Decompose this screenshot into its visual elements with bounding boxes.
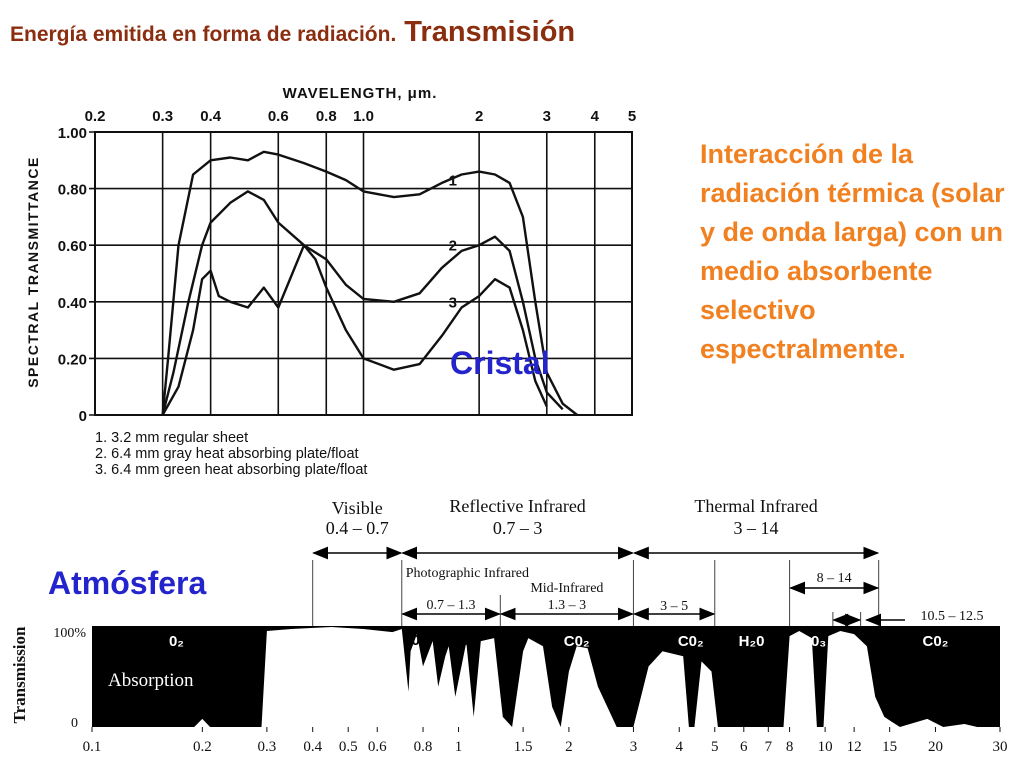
- x-tick-label: 0.2: [193, 739, 212, 755]
- x-tick-label: 3: [543, 108, 551, 125]
- band-range-3-5: 3 – 5: [660, 599, 688, 614]
- y-tick-label: 100%: [53, 626, 86, 641]
- band-name-visible: Visible: [332, 498, 383, 518]
- slide-title: Energía emitida en forma de radiación. Tr…: [10, 12, 575, 49]
- gas-label: H₂0: [739, 633, 765, 650]
- glass-label: Cristal: [450, 345, 550, 381]
- gas-label: C0₂: [923, 633, 949, 650]
- y-tick-label: 0: [71, 716, 78, 731]
- x-tick-label: 0.4: [200, 108, 222, 125]
- band-range-mid-ir: 1.3 – 3: [548, 598, 587, 613]
- band-name-mid-ir: Mid-Infrared: [530, 581, 603, 596]
- gas-label: 0₂: [169, 633, 184, 650]
- y-tick-label: 0.80: [58, 182, 87, 199]
- x-tick-label: 0.1: [83, 739, 102, 755]
- y-tick-label: 1.00: [58, 125, 87, 142]
- band-name-photographic: Photographic Infrared: [406, 566, 529, 581]
- x-tick-label: 0.2: [85, 108, 106, 125]
- x-tick-label: 4: [675, 739, 683, 755]
- x-tick-label: 2: [565, 739, 573, 755]
- x-tick-label: 1.0: [353, 108, 374, 125]
- band-range-10-12: 10.5 – 12.5: [921, 609, 984, 624]
- band-range-photographic: 0.7 – 1.3: [427, 598, 476, 613]
- band-range-8-14: 8 – 14: [817, 571, 852, 586]
- absorption-label: Absorption: [108, 670, 194, 691]
- side-description: Interacción de la radiación térmica (sol…: [700, 139, 1005, 364]
- x-tick-label: 0.5: [339, 739, 358, 755]
- gas-label: C0₂: [678, 633, 704, 650]
- band-range-visible: 0.4 – 0.7: [326, 518, 389, 538]
- x-tick-label: 0.3: [258, 739, 277, 755]
- x-tick-label: 0.8: [316, 108, 337, 125]
- legend-item-2: 2. 6.4 mm gray heat absorbing plate/floa…: [95, 446, 359, 462]
- x-tick-label: 6: [740, 739, 748, 755]
- x-tick-label: 7: [765, 739, 773, 755]
- y-axis-label: Transmission: [10, 626, 29, 724]
- y-axis-label: SPECTRAL TRANSMITTANCE: [25, 156, 41, 388]
- x-tick-label: 30: [993, 739, 1008, 755]
- x-tick-label: 1.5: [514, 739, 533, 755]
- y-tick-label: 0.40: [58, 295, 87, 312]
- series-line-2: [161, 190, 564, 416]
- legend-item-1: 1. 3.2 mm regular sheet: [95, 430, 249, 446]
- band-range-reflective: 0.7 – 3: [493, 518, 543, 538]
- glass-legend: 1. 3.2 mm regular sheet 2. 6.4 mm gray h…: [95, 430, 495, 478]
- x-tick-label: 15: [882, 739, 897, 755]
- band-range-thermal: 3 – 14: [734, 518, 779, 538]
- x-tick-label: 12: [847, 739, 862, 755]
- y-tick-label: 0.20: [58, 351, 87, 368]
- x-tick-label: 5: [628, 108, 636, 125]
- band-name-thermal: Thermal Infrared: [694, 496, 817, 516]
- gas-label: 0₂: [411, 632, 426, 649]
- y-tick-label: 0: [79, 408, 87, 425]
- x-tick-label: 0.8: [414, 739, 433, 755]
- series-label-3: 3: [449, 294, 457, 311]
- series-label-1: 1: [449, 173, 457, 190]
- x-axis-label: WAVELENGTH, μm.: [283, 85, 438, 102]
- gas-label: C0₂: [564, 633, 590, 650]
- title-dot: .: [390, 23, 397, 46]
- series-line-3: [161, 244, 548, 416]
- x-tick-label: 0.4: [303, 739, 322, 755]
- gas-label: H₂0: [446, 632, 472, 649]
- x-tick-label: 20: [928, 739, 943, 755]
- y-tick-label: 0.60: [58, 238, 87, 255]
- title-secondary: Transmisión: [404, 16, 576, 48]
- x-tick-label: 5: [711, 739, 719, 755]
- x-tick-label: 3: [630, 739, 638, 755]
- x-tick-label: 4: [591, 108, 600, 125]
- legend-item-3: 3. 6.4 mm green heat absorbing plate/flo…: [95, 462, 368, 478]
- x-tick-label: 10: [818, 739, 833, 755]
- series-label-2: 2: [449, 238, 457, 255]
- series-line-1: [161, 150, 578, 416]
- transmission-area: [92, 627, 1000, 727]
- x-tick-label: 0.6: [368, 739, 387, 755]
- atmosphere-label: Atmósfera: [48, 565, 207, 601]
- band-name-reflective: Reflective Infrared: [449, 496, 585, 516]
- x-tick-label: 0.6: [268, 108, 289, 125]
- x-tick-label: 1: [455, 739, 463, 755]
- x-tick-label: 2: [475, 108, 483, 125]
- x-tick-label: 0.3: [152, 108, 173, 125]
- gas-label: 0₃: [811, 633, 826, 650]
- x-tick-label: 8: [786, 739, 794, 755]
- title-main: Energía emitida en forma de radiación: [10, 23, 391, 46]
